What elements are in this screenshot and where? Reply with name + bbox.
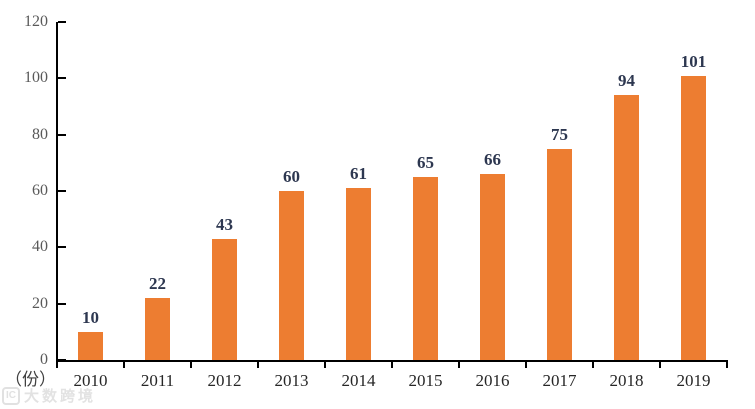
bar bbox=[78, 332, 103, 360]
bar bbox=[614, 95, 639, 360]
bar-value-label: 43 bbox=[216, 215, 233, 234]
x-axis-category-label: 2012 bbox=[207, 371, 242, 390]
x-axis-tick bbox=[391, 362, 393, 368]
y-axis-tick bbox=[58, 246, 66, 249]
y-axis-unit-label: （份） bbox=[5, 370, 56, 389]
bar-value-label: 75 bbox=[551, 125, 568, 144]
x-axis-tick bbox=[324, 362, 326, 368]
bar bbox=[681, 76, 706, 360]
x-axis-tick bbox=[525, 362, 527, 368]
x-axis-tick bbox=[659, 362, 661, 368]
bar-value-label: 94 bbox=[618, 71, 635, 90]
x-axis-category-label: 2015 bbox=[408, 371, 443, 390]
bar bbox=[346, 188, 371, 360]
bar-value-label: 101 bbox=[680, 52, 707, 71]
y-axis-tick-label: 0 bbox=[40, 351, 48, 368]
bar bbox=[547, 149, 572, 360]
y-axis-tick-label: 20 bbox=[32, 294, 48, 312]
bar bbox=[413, 177, 438, 360]
y-axis-tick-label: 80 bbox=[32, 125, 48, 143]
x-axis-tick bbox=[458, 362, 460, 368]
y-axis-tick-label: 100 bbox=[24, 69, 48, 87]
x-axis-line bbox=[56, 360, 728, 362]
bar bbox=[480, 174, 505, 360]
x-axis-tick bbox=[592, 362, 594, 368]
y-axis-tick-label: 120 bbox=[24, 13, 48, 30]
x-axis-tick bbox=[123, 362, 125, 368]
bar bbox=[279, 191, 304, 360]
y-axis-tick bbox=[58, 133, 66, 136]
x-axis-category-label: 2010 bbox=[73, 371, 108, 390]
x-axis-tick bbox=[257, 362, 259, 368]
x-axis-tick bbox=[56, 362, 58, 368]
x-axis-category-label: 2018 bbox=[609, 371, 644, 390]
x-axis-category-label: 2011 bbox=[140, 371, 175, 390]
x-axis-category-label: 2016 bbox=[475, 371, 510, 390]
y-axis-tick bbox=[58, 359, 66, 361]
watermark: IC 大数跨境 bbox=[2, 385, 96, 406]
x-axis-tick bbox=[726, 362, 728, 368]
bar-value-label: 65 bbox=[417, 153, 434, 172]
bar bbox=[145, 298, 170, 360]
bar bbox=[212, 239, 237, 360]
x-axis-category-label: 2019 bbox=[676, 371, 711, 390]
bar-value-label: 60 bbox=[283, 167, 300, 186]
y-axis-tick bbox=[58, 77, 66, 80]
x-axis-tick bbox=[190, 362, 192, 368]
bar-value-label: 66 bbox=[484, 150, 501, 169]
y-axis-tick bbox=[58, 302, 66, 305]
y-axis-tick bbox=[58, 21, 66, 23]
watermark-text: 大数跨境 bbox=[24, 388, 97, 405]
y-axis-line bbox=[56, 22, 58, 362]
y-axis-tick-label: 40 bbox=[32, 238, 48, 256]
x-axis-category-label: 2014 bbox=[341, 371, 376, 390]
bar-value-label: 61 bbox=[350, 164, 367, 183]
y-axis-tick bbox=[58, 190, 66, 192]
watermark-logo-icon: IC bbox=[2, 386, 20, 405]
x-axis-category-label: 2013 bbox=[274, 371, 309, 390]
bar-value-label: 10 bbox=[82, 308, 99, 327]
bar-value-label: 22 bbox=[149, 274, 166, 293]
x-axis-category-label: 2017 bbox=[542, 371, 577, 390]
y-axis-tick-label: 60 bbox=[32, 182, 48, 199]
